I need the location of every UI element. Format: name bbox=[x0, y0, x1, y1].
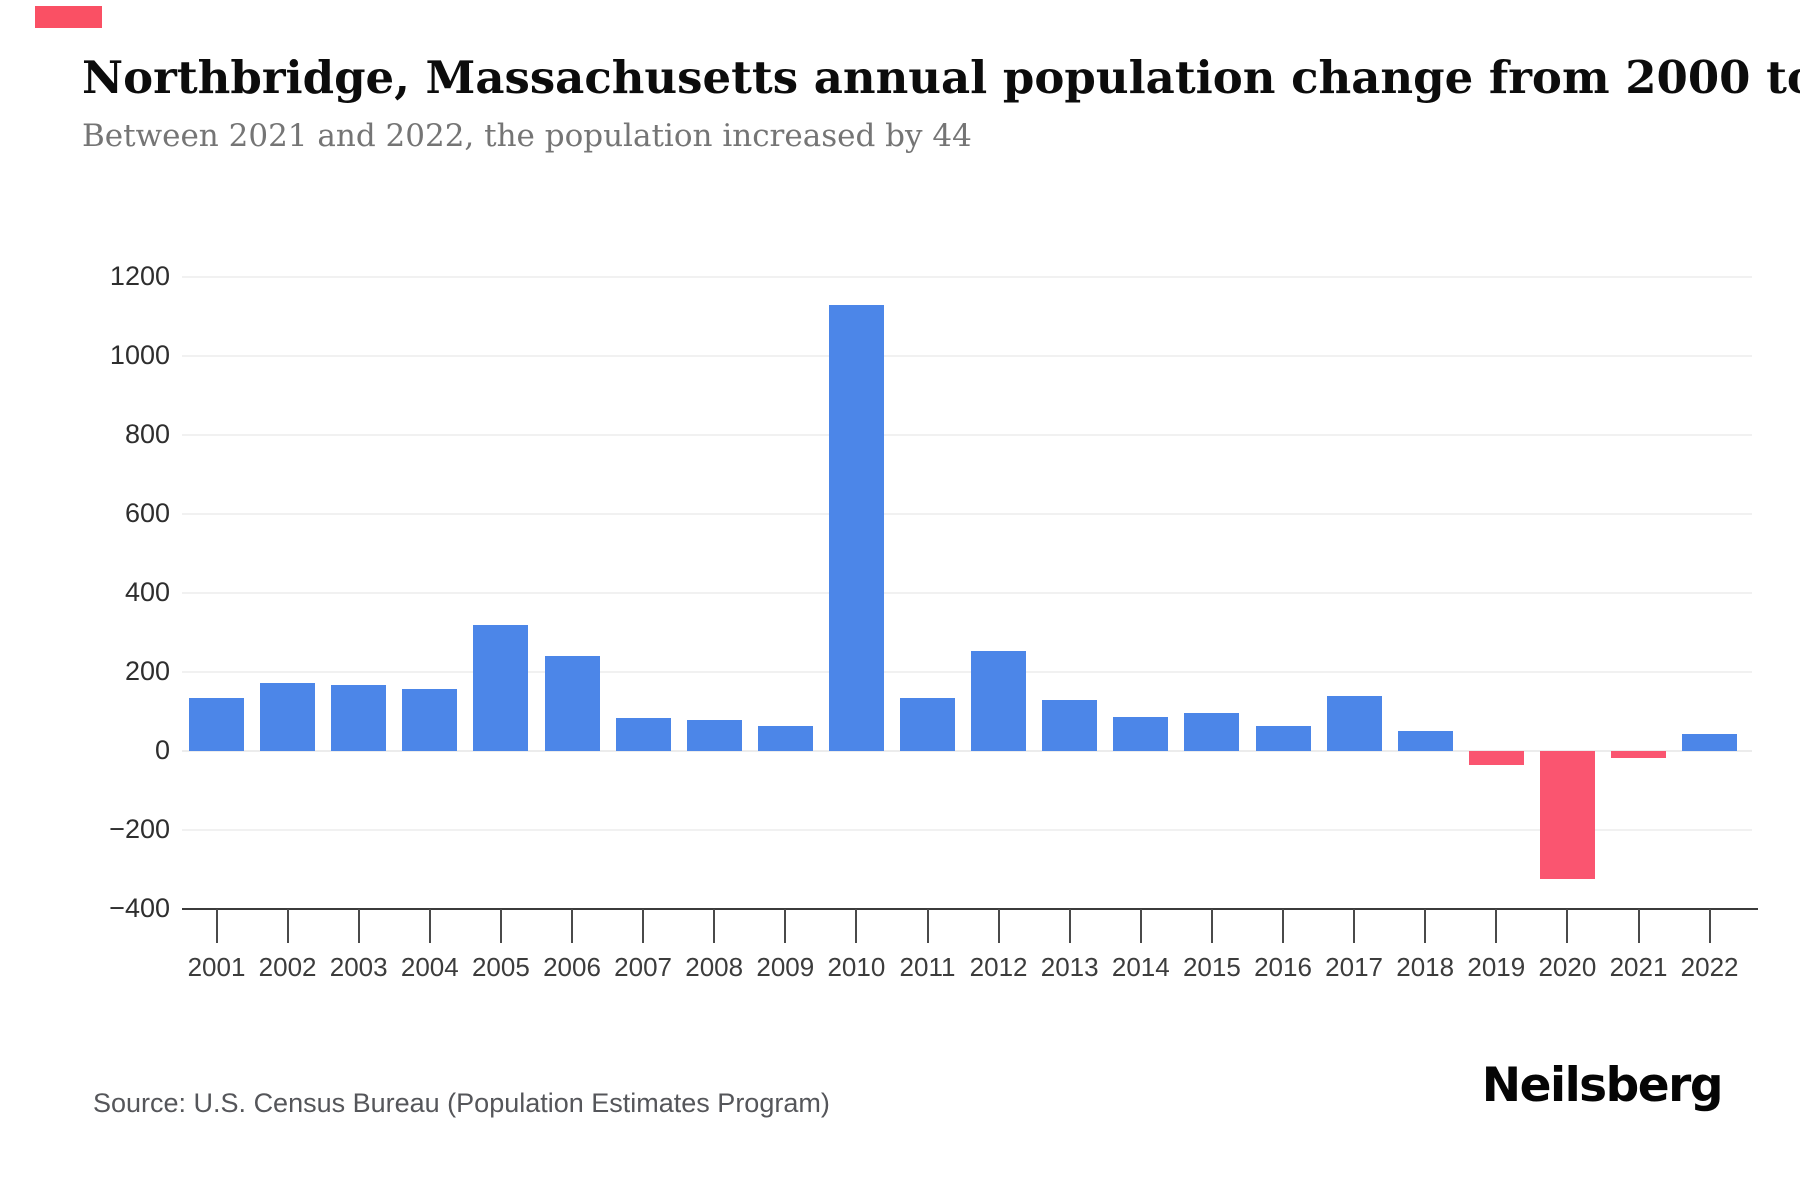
y-axis-label-400: 400 bbox=[124, 577, 170, 607]
x-axis-line bbox=[182, 908, 1758, 910]
x-axis-label-2018: 2018 bbox=[1396, 952, 1455, 982]
x-tick-2010 bbox=[855, 909, 858, 943]
bar-2016[interactable] bbox=[1255, 725, 1311, 751]
x-axis-label-2012: 2012 bbox=[969, 952, 1028, 982]
x-axis-label-2014: 2014 bbox=[1111, 952, 1170, 982]
y-axis-label-200: 200 bbox=[124, 656, 170, 686]
chart-subtitle: Between 2021 and 2022, the population in… bbox=[82, 118, 972, 154]
x-axis-label-2015: 2015 bbox=[1182, 952, 1241, 982]
bar-2001[interactable] bbox=[189, 697, 244, 751]
gridline-800 bbox=[182, 434, 1752, 436]
x-tick-2022 bbox=[1708, 909, 1711, 943]
x-tick-2015 bbox=[1210, 909, 1213, 943]
x-axis-label-2005: 2005 bbox=[471, 952, 530, 982]
chart-title: Northbridge, Massachusetts annual popula… bbox=[82, 51, 1800, 104]
x-axis-label-2016: 2016 bbox=[1254, 952, 1312, 982]
y-axis-label-0: 0 bbox=[154, 735, 170, 765]
bar-2014[interactable] bbox=[1113, 717, 1169, 751]
bar-2012[interactable] bbox=[971, 651, 1027, 751]
bar-2022[interactable] bbox=[1682, 733, 1738, 751]
x-axis-label-2006: 2006 bbox=[543, 952, 601, 982]
bar-2007[interactable] bbox=[615, 717, 671, 751]
bar-2017[interactable] bbox=[1326, 696, 1382, 751]
x-tick-2011 bbox=[926, 909, 929, 943]
gridline--200 bbox=[182, 829, 1752, 831]
bar-2013[interactable] bbox=[1042, 700, 1098, 751]
x-tick-2014 bbox=[1139, 909, 1142, 943]
bar-2015[interactable] bbox=[1184, 713, 1240, 751]
bar-2010[interactable] bbox=[828, 305, 884, 751]
x-tick-2001 bbox=[215, 909, 218, 943]
x-tick-2002 bbox=[286, 909, 289, 943]
bar-2018[interactable] bbox=[1397, 731, 1453, 751]
x-axis-label-2004: 2004 bbox=[400, 952, 459, 982]
bar-2009[interactable] bbox=[757, 725, 813, 751]
x-tick-2005 bbox=[499, 909, 502, 943]
bar-2006[interactable] bbox=[544, 656, 600, 751]
gridline-200 bbox=[182, 671, 1752, 673]
x-axis-label-2017: 2017 bbox=[1325, 952, 1384, 982]
x-tick-2020 bbox=[1566, 909, 1569, 943]
x-tick-2012 bbox=[997, 909, 1000, 943]
gridline-0 bbox=[182, 750, 1752, 752]
x-tick-2013 bbox=[1068, 909, 1071, 943]
x-tick-2021 bbox=[1637, 909, 1640, 943]
y-axis-label--200: −200 bbox=[109, 814, 170, 844]
x-tick-2006 bbox=[571, 909, 573, 943]
source-note: Source: U.S. Census Bureau (Population E… bbox=[93, 1088, 830, 1118]
x-axis-label-2007: 2007 bbox=[614, 952, 673, 982]
gridline-1200 bbox=[182, 276, 1752, 278]
x-tick-2009 bbox=[784, 909, 787, 943]
brand-logo: Neilsberg bbox=[1481, 1058, 1724, 1113]
y-axis-label-600: 600 bbox=[124, 498, 170, 528]
bar-2019[interactable] bbox=[1468, 751, 1524, 765]
x-axis-label-2010: 2010 bbox=[827, 952, 886, 982]
x-tick-2017 bbox=[1353, 909, 1356, 943]
bar-2021[interactable] bbox=[1611, 751, 1666, 759]
bar-2003[interactable] bbox=[331, 684, 387, 751]
x-axis-label-2009: 2009 bbox=[756, 952, 815, 982]
x-tick-2003 bbox=[357, 909, 360, 943]
x-tick-2004 bbox=[428, 909, 431, 943]
x-axis-label-2020: 2020 bbox=[1538, 952, 1597, 982]
x-axis-label-2013: 2013 bbox=[1040, 952, 1099, 982]
bar-2008[interactable] bbox=[686, 719, 742, 751]
accent-mark bbox=[35, 6, 102, 28]
bar-2002[interactable] bbox=[260, 682, 316, 751]
x-tick-2007 bbox=[642, 909, 645, 943]
gridline-600 bbox=[182, 513, 1752, 515]
x-axis-label-2001: 2001 bbox=[187, 952, 246, 982]
x-tick-2016 bbox=[1282, 909, 1284, 943]
gridline-400 bbox=[182, 592, 1752, 594]
x-axis-label-2002: 2002 bbox=[258, 952, 317, 982]
gridline-1000 bbox=[182, 355, 1752, 357]
x-axis-label-2011: 2011 bbox=[899, 952, 956, 982]
y-axis-label--400: −400 bbox=[109, 893, 170, 923]
y-axis-label-800: 800 bbox=[124, 419, 170, 449]
x-tick-2018 bbox=[1424, 909, 1427, 943]
x-axis-label-2019: 2019 bbox=[1467, 952, 1526, 982]
y-axis-label-1000: 1000 bbox=[109, 340, 170, 370]
bar-2005[interactable] bbox=[473, 625, 529, 751]
x-axis-label-2021: 2021 bbox=[1609, 952, 1668, 982]
bar-2011[interactable] bbox=[900, 697, 955, 751]
x-tick-2008 bbox=[713, 909, 716, 943]
x-axis-label-2003: 2003 bbox=[329, 952, 388, 982]
y-axis-label-1200: 1200 bbox=[109, 261, 170, 291]
x-tick-2019 bbox=[1495, 909, 1498, 943]
x-axis-label-2008: 2008 bbox=[685, 952, 744, 982]
bar-2004[interactable] bbox=[402, 688, 458, 751]
bar-2020[interactable] bbox=[1539, 751, 1595, 880]
x-axis-label-2022: 2022 bbox=[1680, 952, 1739, 982]
